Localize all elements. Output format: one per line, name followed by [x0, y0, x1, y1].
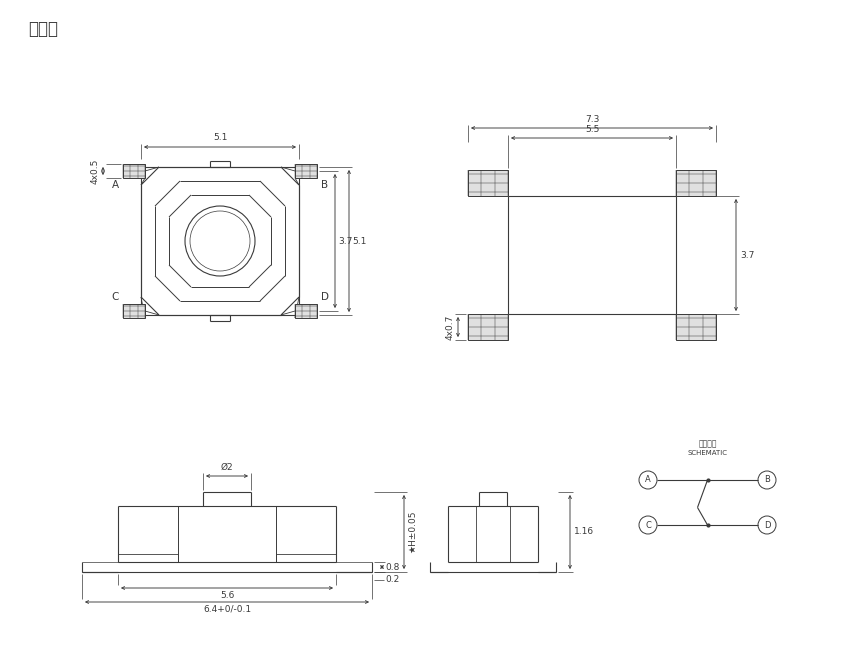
Text: 0.2: 0.2	[385, 575, 399, 584]
Bar	[123, 164, 145, 178]
Text: 4x0.7: 4x0.7	[446, 314, 455, 340]
Text: SCHEMATIC: SCHEMATIC	[688, 450, 728, 456]
Text: B: B	[764, 476, 770, 485]
Text: 电路简图: 电路简图	[698, 439, 717, 448]
Text: 4x0.5: 4x0.5	[91, 158, 100, 184]
Text: 5.1: 5.1	[213, 133, 227, 142]
Text: D: D	[764, 520, 770, 529]
Bar	[295, 304, 317, 318]
Bar	[123, 304, 145, 318]
Text: ★H±0.05: ★H±0.05	[408, 511, 417, 553]
Text: 1.16: 1.16	[574, 527, 594, 537]
Bar	[676, 314, 716, 340]
Text: 3.7: 3.7	[740, 251, 755, 260]
Bar	[468, 314, 508, 340]
Bar	[468, 170, 508, 196]
Text: C: C	[112, 292, 119, 302]
Text: 5.6: 5.6	[220, 591, 234, 600]
Bar	[295, 164, 317, 178]
Text: B: B	[321, 180, 328, 190]
Text: 7.3: 7.3	[584, 115, 599, 124]
Text: 5.1: 5.1	[352, 237, 367, 245]
Text: D: D	[321, 292, 329, 302]
Text: A: A	[112, 180, 119, 190]
Text: 0.8: 0.8	[385, 562, 400, 571]
Text: C: C	[645, 520, 651, 529]
Bar	[676, 170, 716, 196]
Text: 尺寸图: 尺寸图	[28, 20, 58, 38]
Text: A: A	[645, 476, 650, 485]
Text: 3.7: 3.7	[338, 237, 352, 245]
Text: 6.4+0/-0.1: 6.4+0/-0.1	[203, 605, 251, 614]
Text: Ø2: Ø2	[221, 463, 233, 472]
Text: 5.5: 5.5	[584, 125, 599, 134]
